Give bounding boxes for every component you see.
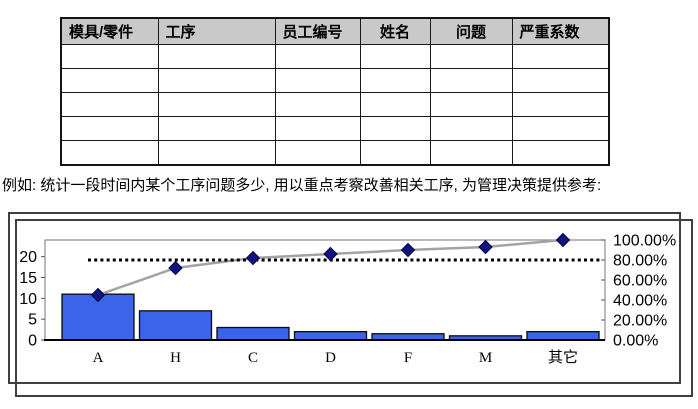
left-axis-tick-label: 5 [28,312,37,329]
table-row-3 [60,116,610,141]
category-label-4: F [404,350,412,366]
right-axis-tick-label: 40.00% [613,293,667,310]
table-cell-r3-c5[interactable] [511,116,610,141]
cumulative-marker-F [400,242,416,258]
left-axis-tick-label: 10 [19,291,37,308]
left-axis-tick-label: 15 [19,270,37,287]
plot-area [44,239,606,341]
table-cell-r2-c0[interactable] [60,92,159,117]
table-cell-r0-c5[interactable] [511,44,610,69]
process-problem-table: 模具/零件 工序 员工编号 姓名 问题 严重系数 [60,17,610,166]
table-cell-r1-c0[interactable] [60,68,159,93]
table-cell-r4-c0[interactable] [60,140,159,166]
table-cell-r1-c1[interactable] [157,68,276,93]
category-label-1: H [170,350,181,366]
table-cell-r3-c0[interactable] [60,116,159,141]
table-cell-r4-c5[interactable] [511,140,610,166]
bar-其它 [526,331,600,341]
column-header-4: 问题 [429,17,513,45]
right-axis-tick-label: 0.00% [613,333,658,350]
table-row-0 [60,44,610,69]
column-header-3: 姓名 [359,17,431,45]
table-cell-r4-c1[interactable] [157,140,276,166]
category-label-3: D [325,350,336,366]
table-cell-r0-c2[interactable] [274,44,361,69]
left-axis-tick-label: 0 [28,333,37,350]
left-axis-tick-label: 20 [19,249,37,266]
table-cell-r3-c2[interactable] [274,116,361,141]
bar-H [138,310,213,341]
cumulative-marker-M [478,239,493,255]
table-cell-r1-c5[interactable] [511,68,610,93]
table-cell-r3-c4[interactable] [429,116,513,141]
column-header-1: 工序 [157,17,276,45]
table-row-2 [60,92,610,117]
cumulative-marker-A [90,287,106,303]
bar-D [293,331,368,341]
cumulative-marker-D [323,246,338,262]
column-header-5: 严重系数 [511,17,610,45]
category-label-6: 其它 [548,348,578,366]
category-label-2: C [248,350,258,366]
example-caption: 例如: 统计一段时间内某个工序问题多少, 用以重点考察改善相关工序, 为管理决策… [2,177,602,194]
column-header-0: 模具/零件 [60,17,159,45]
table-cell-r4-c3[interactable] [359,140,431,166]
category-label-5: M [479,350,492,366]
table-cell-r2-c1[interactable] [157,92,276,117]
table-header-row: 模具/零件 工序 员工编号 姓名 问题 严重系数 [60,17,610,45]
table-cell-r3-c3[interactable] [359,116,431,141]
cumulative-marker-C [245,250,261,266]
table-row-4 [60,140,610,166]
table-cell-r4-c2[interactable] [274,140,361,166]
chart-frame-outer [8,212,681,384]
table-row-1 [60,68,610,93]
cumulative-marker-其它 [555,232,571,248]
right-axis-tick-label: 100.00% [613,233,676,250]
table-body [60,44,610,166]
table-cell-r3-c1[interactable] [157,116,276,141]
right-axis-tick-label: 80.00% [613,253,667,270]
right-axis-tick-label: 60.00% [613,273,667,290]
table-cell-r1-c4[interactable] [429,68,513,93]
category-label-0: A [93,350,104,366]
chart-frame-inner [15,219,693,397]
cumulative-marker-H [168,260,183,276]
table-cell-r0-c1[interactable] [157,44,276,69]
right-axis-tick-label: 20.00% [613,313,667,330]
table-cell-r0-c4[interactable] [429,44,513,69]
bar-C [216,326,290,341]
